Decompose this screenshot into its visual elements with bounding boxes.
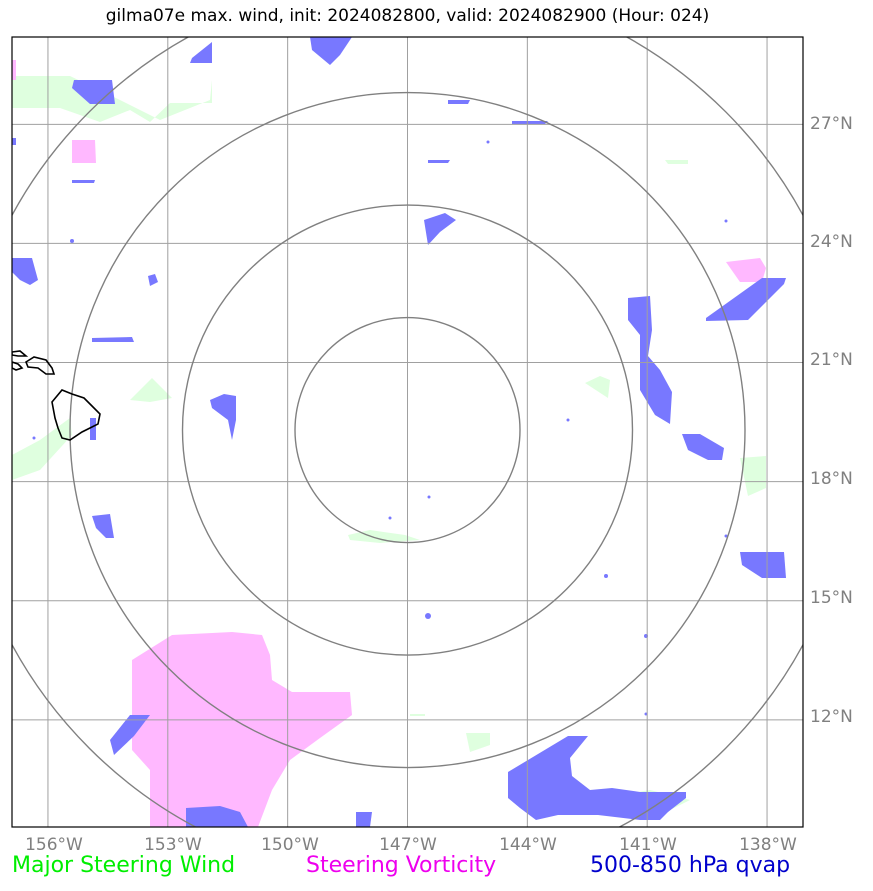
lat-tick-label: 27°N bbox=[810, 114, 853, 134]
legend-qvap: 500-850 hPa qvap bbox=[590, 853, 791, 878]
range-ring bbox=[294, 316, 521, 544]
lat-tick-label: 21°N bbox=[810, 350, 853, 370]
qvap-areas bbox=[12, 37, 786, 827]
lon-tick-label: 147°W bbox=[379, 835, 437, 855]
legend-steering-wind: Major Steering Wind bbox=[12, 853, 236, 878]
lon-tick-label: 153°W bbox=[144, 835, 202, 855]
lon-tick-label: 156°W bbox=[25, 835, 83, 855]
steering-wind-areas bbox=[12, 76, 766, 815]
legend-steering-vorticity: Steering Vorticity bbox=[306, 853, 497, 878]
hawaii-coastline bbox=[12, 350, 101, 441]
range-ring bbox=[181, 204, 634, 656]
range-rings bbox=[12, 37, 803, 827]
lon-tick-label: 144°W bbox=[499, 835, 557, 855]
steering-vorticity-areas bbox=[12, 60, 766, 827]
map-title: gilma07e max. wind, init: 2024082800, va… bbox=[105, 6, 710, 26]
lon-tick-label: 141°W bbox=[619, 835, 677, 855]
longitude-tick-labels: 156°W 153°W 150°W 147°W 144°W 141°W 138°… bbox=[25, 835, 797, 855]
latitude-tick-labels: 27°N 24°N 21°N 18°N 15°N 12°N bbox=[810, 114, 853, 727]
map-frame bbox=[11, 36, 804, 828]
range-ring bbox=[12, 37, 803, 827]
map-gridlines bbox=[12, 37, 803, 827]
lat-tick-label: 12°N bbox=[810, 707, 853, 727]
lat-tick-label: 24°N bbox=[810, 232, 853, 252]
lat-tick-label: 15°N bbox=[810, 588, 853, 608]
lat-tick-label: 18°N bbox=[810, 469, 853, 489]
lon-tick-label: 150°W bbox=[261, 835, 319, 855]
lon-tick-label: 138°W bbox=[739, 835, 797, 855]
range-ring bbox=[69, 91, 746, 769]
